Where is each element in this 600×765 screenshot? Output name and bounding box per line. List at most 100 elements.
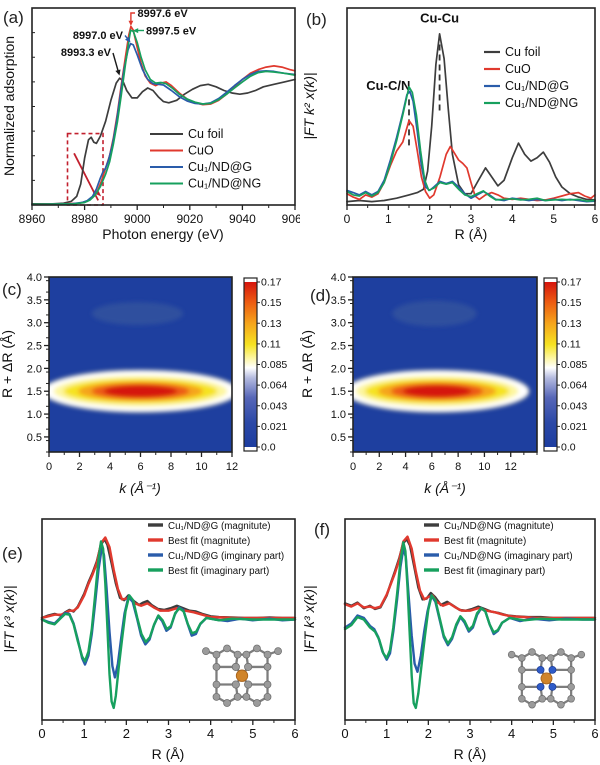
x-axis-label-a: Photon energy (eV) — [102, 226, 223, 242]
x-tick-label: 4 — [207, 726, 214, 741]
colorbar-label: 0.15 — [261, 297, 282, 309]
carbon-atom — [547, 654, 555, 662]
legend-label: Cu₁/ND@G — [505, 79, 569, 93]
panel-label-d: (d) — [310, 286, 331, 305]
nitrogen-atom — [548, 665, 557, 674]
x-tick-label: 6 — [591, 726, 598, 741]
legend-label: Cu₁/ND@G (imginary part) — [168, 551, 284, 562]
y-tick-label: 3.0 — [27, 318, 42, 330]
x-tick-label: 6 — [592, 212, 599, 226]
heatmap-hotspot — [353, 300, 530, 413]
x-tick-label: 6 — [137, 461, 143, 473]
panel-e-plot: 0 1 2 3 4 5 6 Cu₁/ND@G (magnitute) Best fit (mag… — [38, 518, 299, 741]
x-tick-label: 9020 — [176, 212, 203, 226]
carbon-atom — [202, 647, 210, 655]
carbon-atom — [567, 695, 575, 703]
colorbar-label: 0.13 — [561, 318, 582, 330]
panel-e: 0 1 2 3 4 5 6 Cu₁/ND@G (magnitute) Best fit (mag… — [0, 505, 300, 765]
molecule-inset — [202, 644, 282, 707]
x-tick-label: 2 — [376, 461, 382, 473]
y-axis-label-d: R + ΔR (Å) — [300, 330, 315, 398]
colorbar-label: 0.15 — [561, 297, 582, 309]
y-tick-label: 0.5 — [331, 432, 346, 444]
carbon-atom — [233, 692, 242, 701]
series-4 — [40, 540, 297, 710]
legend-label: CuO — [505, 62, 531, 76]
series-4 — [31, 29, 296, 206]
legend-label: Cu foil — [505, 45, 540, 59]
carbon-atom — [518, 666, 526, 674]
panel-label-b: (b) — [306, 10, 327, 29]
carbon-atom — [567, 666, 575, 674]
panel-f-chart: 0 1 2 3 4 5 6 Cu₁/ND@NG (magnitute) Best fit (ma… — [301, 518, 599, 762]
y-tick-label: 2.0 — [331, 363, 346, 375]
legend-label: Cu₁/ND@NG (imaginary part) — [444, 551, 573, 562]
x-tick-label: 4 — [509, 212, 516, 226]
colorbar-gradient — [544, 282, 557, 447]
series-4 — [346, 85, 596, 202]
legend-label: Best fit (imaginary part) — [168, 566, 269, 577]
x-tick-label: 8 — [455, 461, 461, 473]
colorbar-label: 0.064 — [561, 380, 587, 392]
panel-label-f: (f) — [314, 520, 330, 539]
colorbar-label: 0.021 — [261, 421, 287, 433]
colorbar-label: 0.043 — [261, 400, 287, 412]
carbon-atom — [212, 663, 221, 671]
carbon-atom — [212, 680, 221, 689]
y-tick-label: 1.0 — [331, 409, 346, 421]
edge-annotation-arrow — [132, 28, 139, 34]
x-tick-label: 0 — [46, 461, 52, 473]
x-tick-label: 2 — [426, 212, 433, 226]
edge-annotation-arrow — [115, 69, 121, 76]
legend-label: Cu₁/ND@G — [188, 160, 252, 174]
x-axis-label-d: k (Å⁻¹) — [424, 480, 466, 496]
edge-annotation-label: 8997.6 eV — [138, 8, 189, 20]
x-tick-label: 8980 — [71, 212, 98, 226]
copper-atom — [540, 672, 553, 685]
panel-d-chart: 0 2 4 6 8 10 12 0.5 1.0 1.5 2.0 2.5 3.0 3.5 4.0 0.17 0.1… — [300, 272, 587, 496]
panel-a: 8997.6 eV 8997.5 eV 8997.0 eV 8993.3 eV 8960… — [0, 0, 300, 245]
edge-annotation-label: 8993.3 eV — [61, 47, 112, 59]
carbon-atom — [557, 648, 565, 656]
panel-label-c: (c) — [2, 280, 22, 299]
x-tick-label: 3 — [466, 726, 473, 741]
y-axis-label-b: |FT k² x(k)| — [301, 72, 317, 139]
carbon-atom — [528, 701, 536, 709]
x-tick-label: 9040 — [229, 212, 256, 226]
carbon-atom — [538, 654, 546, 662]
carbon-atom — [518, 654, 526, 662]
y-tick-label: 2.0 — [27, 363, 42, 375]
faint-spot — [392, 300, 477, 327]
edge-annotation-label: 8997.0 eV — [73, 30, 124, 42]
carbon-atom — [242, 650, 251, 659]
x-tick-label: 3 — [468, 212, 475, 226]
carbon-atom — [253, 644, 261, 653]
x-tick-label: 1 — [81, 726, 88, 741]
peak-annotation: Cu-C/N — [366, 78, 410, 93]
legend-label: Cu₁/ND@NG — [188, 177, 261, 191]
carbon-atom — [577, 650, 586, 659]
colorbar-label: 0.021 — [561, 421, 587, 433]
carbon-atom — [263, 692, 272, 701]
x-tick-label: 0 — [344, 212, 351, 226]
peak-annotation: Cu-Cu — [420, 11, 459, 26]
x-tick-label: 4 — [508, 726, 515, 741]
legend-label: Best fit (imaginary part) — [444, 566, 545, 577]
legend-label: Best fit (magnitute) — [168, 536, 250, 547]
y-tick-label: 1.5 — [27, 386, 42, 398]
x-axis-label-b: R (Å) — [455, 226, 488, 242]
y-tick-label: 3.0 — [331, 318, 346, 330]
copper-atom — [235, 669, 249, 682]
colorbar-cap-bottom — [244, 447, 257, 451]
legend-label: Cu₁/ND@G (magnitute) — [168, 521, 271, 532]
x-tick-label: 9000 — [124, 212, 151, 226]
x-tick-label: 5 — [550, 726, 557, 741]
y-axis-label-f: |FT k³ x(k)| — [301, 585, 317, 652]
nitrogen-atom — [536, 682, 545, 691]
x-tick-label: 2 — [425, 726, 432, 741]
panel-label-a: (a) — [3, 8, 24, 27]
colorbar-label: 0.064 — [261, 380, 287, 392]
panel-c-chart: 0 2 4 6 8 10 12 0.5 1.0 1.5 2.0 2.5 3.0 3.5 4.0 0.17 0.1… — [0, 272, 287, 496]
y-tick-label: 3.5 — [27, 295, 42, 307]
colorbar-label: 0.13 — [261, 318, 282, 330]
